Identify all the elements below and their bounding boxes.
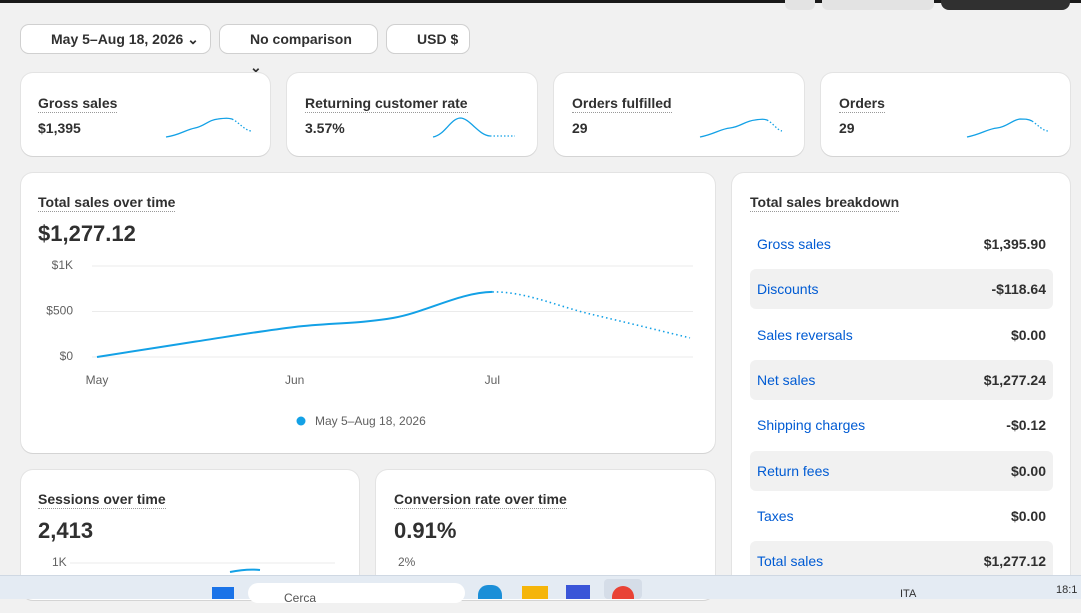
- x-tick-label: Jun: [285, 373, 304, 387]
- row-label[interactable]: Gross sales: [757, 236, 831, 252]
- row-amount: -$0.12: [1006, 417, 1046, 434]
- sparkline: [966, 118, 1033, 138]
- top-button[interactable]: [785, 0, 815, 10]
- breakdown-row: Discounts -$118.64: [750, 269, 1053, 310]
- x-tick-label: May: [86, 373, 109, 387]
- start-button[interactable]: [212, 587, 234, 599]
- x-tick-label: Jul: [485, 373, 500, 387]
- search-box[interactable]: Cerca: [248, 583, 465, 605]
- row-label[interactable]: Taxes: [757, 507, 794, 524]
- breakdown-row: Net sales $1,277.24: [750, 359, 1053, 400]
- row-label[interactable]: Total sales: [757, 553, 824, 570]
- row-amount: $0.00: [1010, 507, 1046, 524]
- app-icon[interactable]: [566, 585, 590, 599]
- kpi-value: 29: [572, 120, 588, 136]
- chart-card: [21, 173, 715, 453]
- search-placeholder: Cerca: [284, 591, 317, 605]
- breakdown-title: Total sales breakdown: [750, 194, 900, 212]
- taskbar: Cerca ITA 18:1: [0, 575, 1081, 605]
- breakdown-row: Sales reversals $0.00: [750, 315, 1053, 355]
- app-icon[interactable]: [522, 586, 548, 599]
- breakdown-row: Total sales $1,277.12: [750, 541, 1053, 582]
- kpi-card[interactable]: [21, 73, 270, 156]
- legend-label: May 5–Aug 18, 2026: [315, 414, 426, 428]
- kpi-label: Returning customer rate: [305, 95, 468, 113]
- row-amount: $1,395.90: [983, 236, 1046, 252]
- sparklines: [165, 117, 1049, 138]
- comparison-filter[interactable]: No comparison ⌄: [220, 25, 377, 75]
- kpi-value: 3.57%: [305, 120, 345, 136]
- sparkline: [699, 118, 768, 138]
- sparkline: [165, 117, 233, 138]
- tick-label: 1K: [52, 555, 67, 569]
- tick-label: 2%: [398, 555, 416, 569]
- breakdown-row: Shipping charges -$0.12: [750, 405, 1053, 445]
- row-amount: $0.00: [1010, 462, 1046, 479]
- line: [96, 290, 493, 358]
- app-icon[interactable]: [604, 579, 642, 599]
- chart: $0 $500 $1K May Jun Jul May 5–Aug 18, 2026: [46, 258, 693, 428]
- kpi-card[interactable]: [821, 73, 1070, 156]
- sparkline: [432, 117, 491, 138]
- breakdown-row: Return fees $0.00: [750, 450, 1053, 491]
- kpi-value: $1,395: [38, 120, 81, 136]
- row-label[interactable]: Net sales: [757, 371, 816, 388]
- chart-total: $1,277.12: [38, 221, 136, 246]
- row-amount: $0.00: [1010, 326, 1046, 343]
- y-tick-label: $0: [60, 349, 74, 363]
- row-amount: $1,277.24: [983, 371, 1046, 388]
- sparkline: [1031, 120, 1049, 132]
- y-tick-label: $500: [46, 304, 73, 318]
- language[interactable]: ITA: [900, 588, 917, 600]
- kpi-card[interactable]: [554, 73, 804, 156]
- date-filter[interactable]: May 5–Aug 18, 2026 ⌄: [21, 25, 210, 53]
- breakdown-row: Taxes $0.00: [750, 496, 1053, 536]
- y-tick-label: $1K: [52, 258, 73, 272]
- row-label[interactable]: Shipping charges: [757, 417, 866, 434]
- breakdown-row: Gross sales $1,395.90: [750, 224, 1053, 264]
- kpi-value: 29: [839, 120, 855, 136]
- sessions-preview: [70, 562, 335, 573]
- top-button[interactable]: [941, 0, 1070, 10]
- label: No comparison: [250, 31, 352, 47]
- card-title: Sessions over time: [38, 491, 166, 509]
- kpi-card[interactable]: [287, 73, 537, 156]
- label: USD $: [417, 31, 459, 47]
- kpi-label: Orders: [839, 95, 885, 113]
- row-amount: $1,277.12: [983, 553, 1046, 570]
- row-amount: -$118.64: [991, 281, 1047, 298]
- top-button[interactable]: [822, 0, 934, 10]
- sparkline: [229, 568, 261, 573]
- kpi-label: Gross sales: [38, 95, 118, 113]
- row-label[interactable]: Sales reversals: [757, 326, 853, 343]
- sparkline: [766, 119, 783, 132]
- currency-filter[interactable]: USD $: [387, 25, 469, 53]
- kpi-label: Orders fulfilled: [572, 95, 672, 113]
- top-bar: [0, 0, 1081, 3]
- clock[interactable]: 18:1: [1056, 584, 1078, 596]
- row-label[interactable]: Return fees: [757, 462, 830, 479]
- row-label[interactable]: Discounts: [757, 281, 819, 298]
- label: May 5–Aug 18, 2026: [51, 31, 184, 47]
- legend-marker: [296, 416, 306, 426]
- card-value: 2,413: [38, 518, 94, 543]
- card-value: 0.91%: [394, 518, 457, 543]
- card-title: Conversion rate over time: [394, 491, 567, 509]
- chart-title: Total sales over time: [38, 194, 176, 212]
- app-icon[interactable]: [478, 585, 502, 599]
- projected-line: [492, 291, 691, 339]
